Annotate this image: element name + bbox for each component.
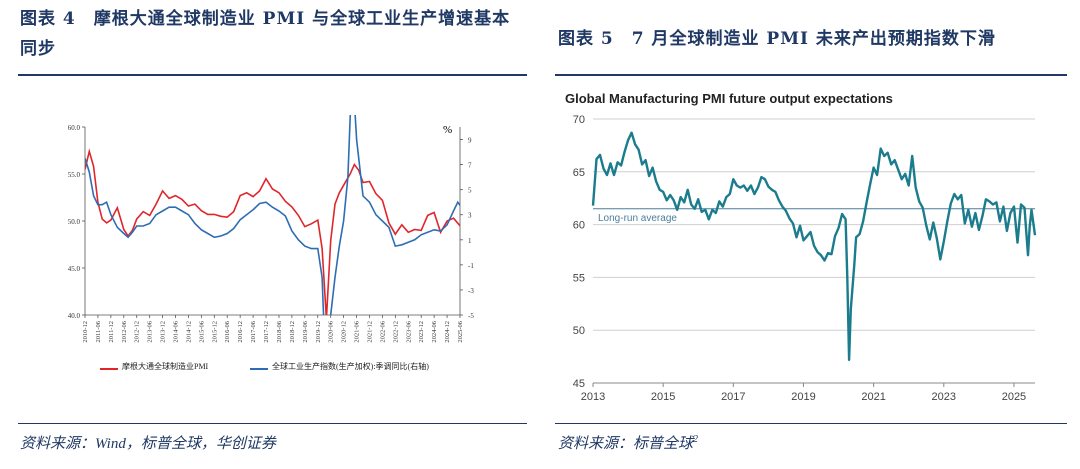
x-tick-label: 2021 (861, 391, 885, 403)
y-tick-label-right: -3 (468, 287, 474, 295)
left-chart-unit-label: % (443, 124, 452, 136)
x-tick-label: 2025-06 (457, 320, 464, 342)
y-tick-label-right: -5 (468, 312, 474, 320)
y-tick-label: 55 (573, 272, 585, 284)
y-tick-label-left: 55.0 (68, 171, 81, 179)
series-line-pmi (85, 148, 460, 315)
x-tick-label: 2010-12 (82, 321, 89, 343)
y-tick-label-left: 50.0 (68, 218, 81, 226)
right-title-rule (555, 74, 1067, 76)
x-tick-label: 2015 (651, 391, 675, 403)
x-tick-label: 2024-12 (444, 321, 451, 343)
x-tick-label: 2011-12 (108, 321, 115, 342)
y-tick-label: 60 (573, 220, 585, 232)
x-tick-label: 2011-06 (95, 320, 102, 342)
x-tick-label: 2015-06 (198, 320, 205, 342)
y-tick-label-right: 9 (468, 137, 472, 145)
x-tick-label: 2013-06 (147, 320, 154, 342)
y-tick-label-right: 7 (468, 162, 472, 170)
right-figure-title: 图表 5 7 月全球制造业 PMI 未来产出预期指数下滑 (558, 29, 996, 49)
y-tick-label-right: 5 (468, 187, 472, 195)
left-figure-title: 图表 4 摩根大通全球制造业 PMI 与全球工业生产增速基本同步 (20, 9, 511, 59)
x-tick-label: 2019 (791, 391, 815, 403)
legend-swatch-ip (250, 368, 268, 370)
x-tick-label: 2020-12 (341, 321, 348, 343)
series-line-future-output (591, 131, 1037, 361)
right-chart: Global Manufacturing PMI future output e… (565, 91, 1037, 403)
x-tick-label: 2021-06 (354, 320, 361, 342)
x-tick-label: 2012-06 (121, 320, 128, 342)
long-run-average-label: Long-run average (598, 213, 677, 224)
right-source-sup: 2 (693, 434, 699, 445)
y-tick-label-right: 3 (468, 212, 472, 220)
x-tick-label: 2014-12 (185, 321, 192, 343)
x-tick-label: 2018-06 (276, 320, 283, 342)
y-tick-label: 50 (573, 325, 585, 337)
x-tick-label: 2023 (932, 391, 956, 403)
y-tick-label-right: 1 (468, 237, 472, 245)
x-tick-label: 2023-06 (405, 320, 412, 342)
x-tick-label: 2017-12 (263, 321, 270, 343)
legend-label-ip: 全球工业生产指数(生产加权):季调同比(右轴) (272, 362, 429, 371)
legend-label-pmi: 摩根大通全球制造业PMI (122, 362, 209, 371)
x-tick-label: 2017 (721, 391, 745, 403)
left-chart-legend: 摩根大通全球制造业PMI 全球工业生产指数(生产加权):季调同比(右轴) (100, 360, 520, 378)
y-tick-label: 65 (573, 167, 585, 179)
x-tick-label: 2019-12 (315, 321, 322, 343)
left-title-rule (18, 74, 527, 76)
x-tick-label: 2013 (581, 391, 605, 403)
y-tick-label-left: 40.0 (68, 312, 81, 320)
left-source: 资料来源：Wind，标普全球，华创证券 (20, 436, 276, 452)
x-tick-label: 2015-12 (211, 321, 218, 343)
right-source-rule (555, 423, 1067, 424)
x-tick-label: 2022-12 (392, 321, 399, 343)
x-tick-label: 2021-12 (366, 321, 373, 343)
x-tick-label: 2016-12 (237, 321, 244, 343)
x-tick-label: 2023-12 (418, 321, 425, 343)
x-tick-label: 2013-12 (160, 321, 167, 343)
right-chart-title: Global Manufacturing PMI future output e… (565, 91, 893, 106)
x-tick-label: 2014-06 (173, 320, 180, 342)
series-line-industrial-production (85, 115, 460, 315)
x-tick-label: 2025 (1002, 391, 1026, 403)
y-tick-label-left: 45.0 (68, 265, 81, 273)
y-tick-label-right: -1 (468, 262, 474, 270)
y-tick-label-left: 60.0 (68, 124, 81, 132)
legend-swatch-pmi (100, 368, 118, 370)
x-tick-label: 2017-06 (250, 320, 257, 342)
x-tick-label: 2018-12 (289, 321, 296, 343)
y-tick-label: 45 (573, 378, 585, 390)
x-tick-label: 2019-06 (302, 320, 309, 342)
x-tick-label: 2024-06 (431, 320, 438, 342)
x-tick-label: 2020-06 (328, 320, 335, 342)
x-tick-label: 2016-06 (224, 320, 231, 342)
x-tick-label: 2022-06 (379, 320, 386, 342)
left-source-rule (18, 423, 527, 424)
right-source-text: 资料来源：标普全球 (558, 436, 694, 452)
x-tick-label: 2012-12 (134, 321, 141, 343)
left-chart: 40.0 45.0 50.0 55.0 60.0 -5 -3 -1 1 3 5 7 9 2010-12 20… (68, 115, 474, 343)
y-tick-label: 70 (573, 114, 585, 126)
right-source: 资料来源：标普全球2 (558, 432, 698, 453)
